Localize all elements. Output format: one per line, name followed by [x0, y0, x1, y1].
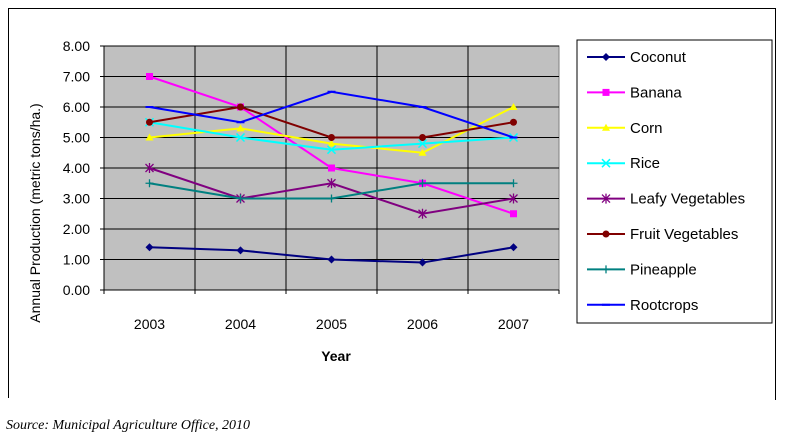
legend-marker	[601, 158, 611, 168]
legend-marker	[602, 230, 610, 238]
data-point	[145, 163, 154, 173]
legend-item: Corn	[587, 120, 663, 137]
series-pineapple	[145, 179, 518, 203]
legend-item: Rice	[587, 155, 660, 172]
data-point	[509, 103, 518, 110]
data-point	[328, 134, 335, 141]
legend-label: Corn	[630, 120, 663, 137]
series-fruit-vegetables	[146, 103, 517, 141]
y-tick-label: 0.00	[63, 282, 90, 298]
legend: Coconut Banana Corn Rice Leafy Vegetables Fru…	[576, 39, 773, 324]
legend-label: Rice	[630, 155, 660, 172]
data-point	[326, 145, 337, 155]
y-tick-label: 1.00	[63, 252, 90, 268]
legend-marker	[602, 123, 610, 131]
y-tick-label: 7.00	[63, 69, 90, 85]
legend-label: Pineapple	[630, 261, 697, 278]
data-point	[146, 118, 153, 126]
x-tick-label: 2004	[225, 316, 256, 332]
legend-item: Fruit Vegetables	[587, 226, 738, 243]
data-point	[236, 194, 245, 203]
legend-item: Pineapple	[587, 261, 697, 278]
legend-box	[576, 39, 773, 324]
y-tick-label: 6.00	[63, 99, 90, 115]
data-point	[417, 139, 428, 149]
data-point	[236, 124, 245, 132]
legend-item: Leafy Vegetables	[587, 191, 745, 208]
series-rootcrops	[145, 90, 518, 139]
data-point	[145, 243, 154, 252]
legend-label: Leafy Vegetables	[630, 191, 745, 208]
data-point	[509, 193, 518, 204]
legend-marker	[601, 193, 611, 204]
series-layer	[144, 73, 519, 267]
legend-label: Banana	[630, 84, 682, 101]
x-tick-label: 2007	[498, 316, 529, 332]
x-axis-label: Year	[321, 348, 351, 364]
axes: 0.00 1.00 2.00 3.00 4.00 5.00 6.00 7.00 8.00 2003…	[63, 38, 560, 332]
x-tick-label: 2005	[316, 316, 347, 332]
x-tick-label: 2006	[407, 316, 438, 332]
y-tick-label: 4.00	[63, 160, 90, 176]
legend-label: Fruit Vegetables	[630, 226, 738, 243]
data-point	[418, 179, 427, 188]
y-tick-label: 8.00	[63, 38, 90, 54]
y-tick-label: 2.00	[63, 221, 90, 237]
series-corn	[145, 103, 518, 156]
data-point	[327, 194, 336, 203]
data-point	[509, 179, 518, 188]
series-coconut	[145, 243, 518, 267]
data-point	[145, 133, 154, 141]
legend-item: Coconut	[587, 49, 687, 66]
data-point	[327, 139, 336, 147]
legend-label: Coconut	[630, 49, 687, 66]
data-point	[236, 246, 245, 255]
legend-item: Rootcrops	[587, 297, 698, 314]
legend-item: Banana	[587, 84, 682, 101]
data-point	[235, 132, 246, 143]
data-point	[418, 258, 427, 267]
y-tick-label: 5.00	[63, 130, 90, 146]
y-tick-label: 3.00	[63, 191, 90, 207]
data-point	[328, 164, 335, 172]
data-point	[510, 210, 517, 218]
data-point	[146, 73, 153, 80]
data-point	[327, 255, 336, 264]
legend-marker	[602, 53, 610, 61]
legend-marker	[602, 88, 610, 96]
data-point	[509, 243, 518, 252]
y-axis-label: Annual Production (metric tons/ha.)	[27, 103, 43, 322]
data-point	[327, 178, 336, 189]
data-point	[510, 118, 517, 126]
data-point	[418, 208, 427, 219]
data-point	[418, 148, 427, 156]
frame-edge	[775, 380, 776, 400]
legend-marker	[602, 265, 610, 274]
data-point	[237, 103, 244, 111]
legend-label: Rootcrops	[630, 297, 698, 314]
series-rice	[144, 117, 519, 155]
data-point	[145, 179, 154, 188]
source-note: Source: Municipal Agriculture Office, 20…	[6, 418, 251, 433]
series-leafy-vegetables	[145, 163, 518, 219]
data-point	[419, 134, 426, 141]
chart-frame	[8, 8, 776, 398]
x-tick-label: 2003	[134, 316, 165, 332]
